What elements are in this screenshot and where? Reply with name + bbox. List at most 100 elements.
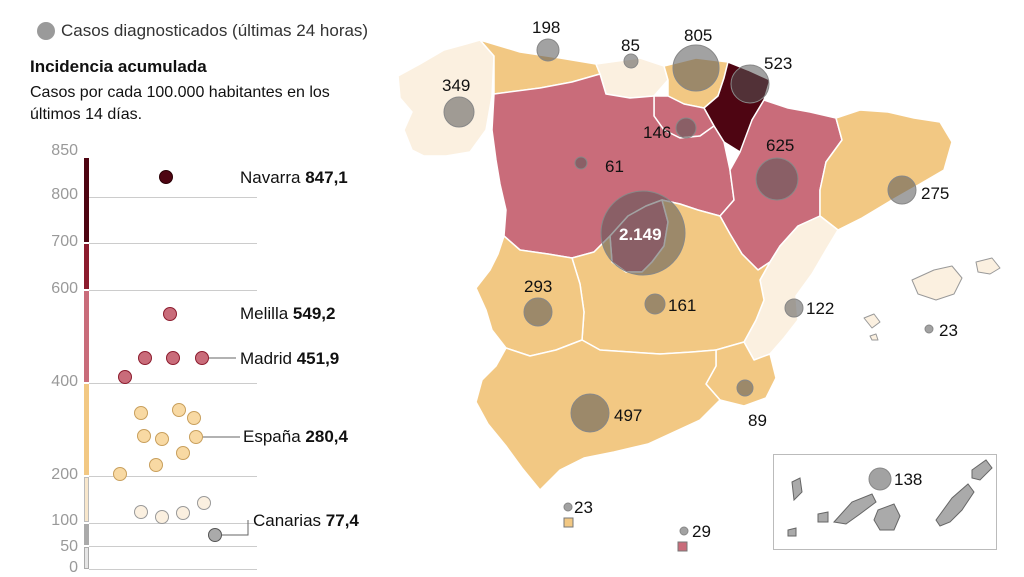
grid-line — [89, 476, 257, 477]
cases-valencia: 122 — [806, 299, 835, 318]
scale-tick-850: 850 — [51, 142, 78, 159]
scale-tick-700: 700 — [51, 233, 78, 250]
cases-navarra: 523 — [764, 54, 793, 73]
island-tenerife — [833, 493, 877, 525]
bubble-melilla — [679, 526, 689, 536]
grid-line — [89, 383, 257, 384]
bubble-valencia — [784, 298, 804, 318]
region-menorca — [975, 257, 1001, 275]
grid-line — [89, 523, 257, 524]
bubble-baleares — [924, 324, 934, 334]
cases-madrid: 2.149 — [619, 225, 662, 244]
region-dot — [172, 403, 186, 417]
bubble-andalucia — [570, 393, 610, 433]
label-canarias: Canarias 77,4 — [253, 511, 359, 530]
bubble-asturias — [536, 38, 560, 62]
scale-segment-700 — [84, 244, 89, 289]
cases-aragon: 625 — [766, 136, 795, 155]
region-dot — [155, 432, 169, 446]
region-dot — [187, 411, 201, 425]
scale-tick-200: 200 — [51, 466, 78, 483]
label-madrid: Madrid 451,9 — [240, 349, 340, 368]
island-la-palma — [791, 477, 803, 502]
island-lanzarote — [971, 459, 993, 481]
grid-line — [89, 197, 257, 198]
island-gran-canaria — [873, 503, 901, 531]
cases-legend-label: Casos diagnosticados (últimas 24 horas) — [61, 21, 369, 40]
region-dot — [176, 506, 190, 520]
label-espana: España 280,4 — [243, 427, 348, 446]
scale-segment-600 — [84, 291, 89, 382]
region-ibiza — [863, 313, 881, 329]
scale-tick-600: 600 — [51, 280, 78, 297]
bubble-extremadura — [523, 297, 553, 327]
cases-extremadura: 293 — [524, 277, 553, 296]
region-mallorca — [911, 265, 963, 301]
grid-line — [89, 290, 257, 291]
canarias-inset — [773, 454, 997, 550]
region-dot-canarias — [208, 528, 222, 542]
region-formentera — [869, 333, 879, 341]
region-dot-melilla — [163, 307, 177, 321]
scale-tick-0: 0 — [69, 559, 78, 576]
cases-melilla: 29 — [692, 522, 711, 541]
cases-asturias: 198 — [532, 18, 561, 37]
scale-tick-100: 100 — [51, 512, 78, 529]
region-dot — [197, 496, 211, 510]
bubble-cataluna — [887, 175, 917, 205]
scale-tick-400: 400 — [51, 373, 78, 390]
bubble-galicia — [443, 96, 475, 128]
cases-ceuta: 23 — [574, 498, 593, 517]
cases-castilla-la-mancha: 161 — [668, 296, 697, 315]
incidence-subtitle: Casos por cada 100.000 habitantes en los… — [30, 84, 330, 123]
bubble-aragon — [755, 157, 799, 201]
incidence-title: Incidencia acumulada — [30, 57, 207, 76]
region-dot — [138, 351, 152, 365]
region-dot — [149, 458, 163, 472]
cases-cantabria: 85 — [621, 36, 640, 55]
scale-segment-200 — [84, 477, 89, 522]
grid-line — [89, 569, 257, 570]
cases-galicia: 349 — [442, 76, 471, 95]
grid-line — [89, 546, 257, 547]
region-dot-madrid — [195, 351, 209, 365]
region-cataluna — [819, 109, 953, 231]
grid-line — [89, 243, 257, 244]
scale-segment-100 — [84, 524, 89, 545]
bubble-murcia — [736, 379, 754, 397]
scale-tick-800: 800 — [51, 186, 78, 203]
cases-legend-icon — [37, 22, 55, 40]
cases-pais-vasco: 805 — [684, 26, 713, 45]
island-fuerteventura — [935, 483, 975, 527]
bubble-madrid — [600, 190, 686, 276]
bubble-castilla-leon — [574, 156, 588, 170]
region-galicia — [397, 39, 495, 157]
scale-segment-50 — [84, 547, 89, 569]
cases-castilla-leon: 61 — [605, 157, 624, 176]
label-melilla: Melilla 549,2 — [240, 304, 336, 323]
region-melilla — [677, 541, 688, 552]
bubble-ceuta — [563, 502, 573, 512]
region-dot — [189, 430, 203, 444]
cases-baleares: 23 — [939, 321, 958, 340]
island-la-gomera — [817, 511, 829, 523]
label-navarra: Navarra 847,1 — [240, 168, 348, 187]
region-dot — [176, 446, 190, 460]
island-el-hierro — [787, 527, 797, 537]
bubble-pais-vasco — [672, 44, 720, 92]
region-dot — [166, 351, 180, 365]
region-dot — [137, 429, 151, 443]
region-dot — [155, 510, 169, 524]
bubble-cantabria — [623, 53, 639, 69]
scale-segment-400 — [84, 384, 89, 475]
region-dot — [118, 370, 132, 384]
cases-andalucia: 497 — [614, 406, 643, 425]
region-dot — [113, 467, 127, 481]
bubble-navarra — [730, 64, 770, 104]
cases-la-rioja: 146 — [643, 123, 672, 142]
scale-tick-50: 50 — [60, 538, 78, 555]
cases-cataluna: 275 — [921, 184, 950, 203]
bubble-canarias — [868, 467, 892, 491]
scale-segment-800 — [84, 158, 89, 242]
